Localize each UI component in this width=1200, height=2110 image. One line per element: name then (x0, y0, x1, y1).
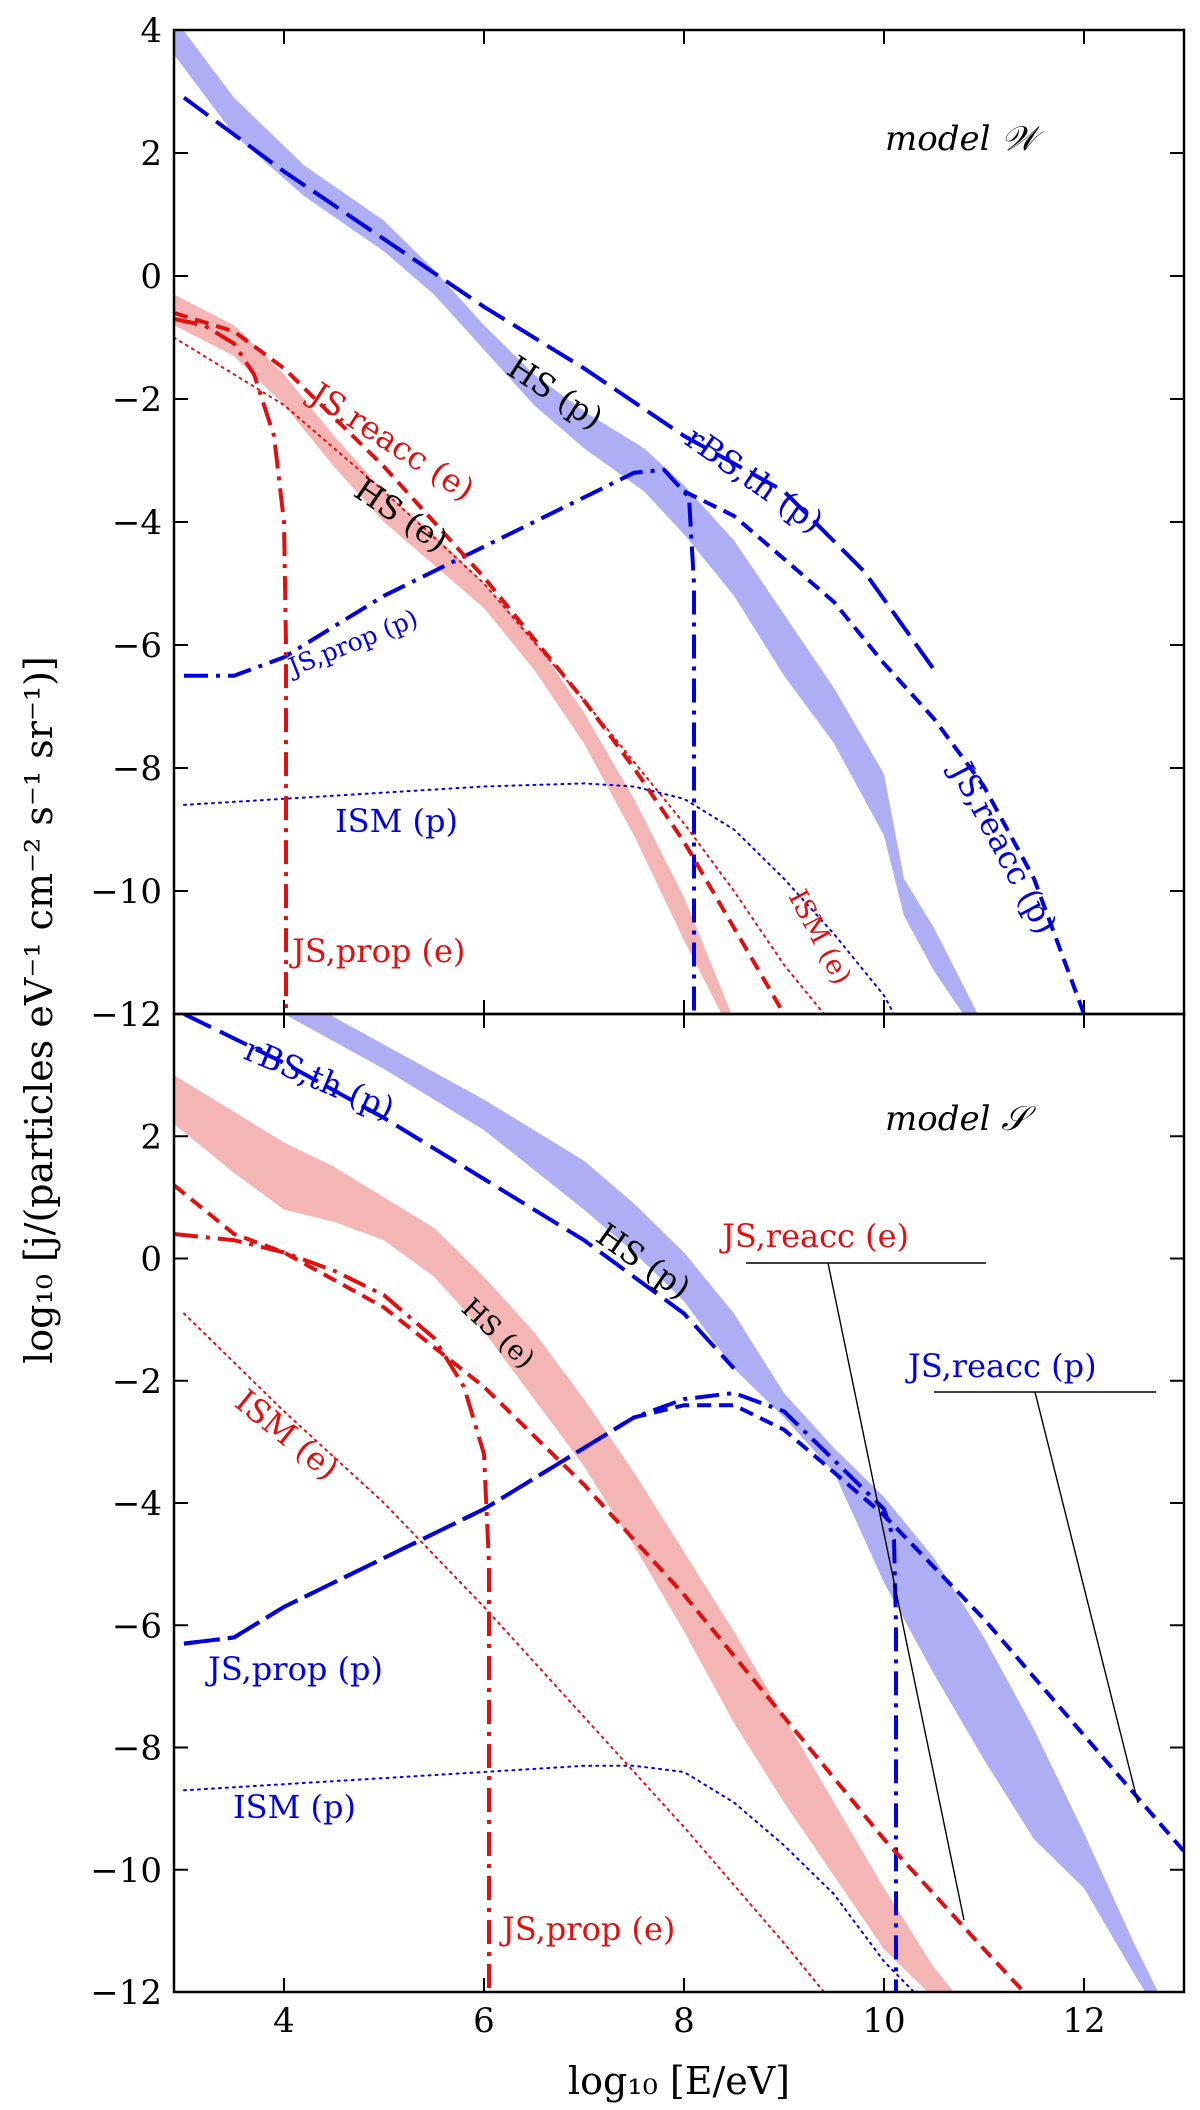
top-y-tick-label: −4 (112, 503, 162, 543)
bottom-label-ism-p: ISM (p) (233, 1788, 356, 1826)
bottom-y-tick-label: −4 (112, 1484, 162, 1524)
bottom-plot-area (174, 1014, 1184, 1992)
top-line-js-reacc-p (683, 489, 1086, 1014)
bottom-y-tick-label: −12 (90, 1973, 162, 2013)
bottom-panel: 20−2−4−6−8−10−12 4 6 8 10 12 model 𝒮 rBS,th … (90, 1012, 1186, 2041)
bottom-y-tick-label: 2 (140, 1117, 162, 1157)
top-band-hs-e (174, 294, 732, 1014)
top-y-tick-label: 0 (140, 257, 162, 297)
bottom-y-tick-label: −8 (112, 1729, 162, 1769)
bottom-band-hs-p (284, 1014, 1159, 1992)
top-y-tick-label: −8 (112, 749, 162, 789)
bottom-line-js-reacc-p (183, 1403, 1184, 1853)
top-panel: 420−2−4−6−8−10−12 model 𝒲 HS (p) rBS,th … (90, 11, 1186, 1035)
bottom-x-axis: 4 6 8 10 12 (273, 1014, 1106, 2041)
top-y-tick-label: −10 (90, 872, 162, 912)
bottom-label-js-reacc-p: JS,reacc (p) (905, 1347, 1097, 1385)
top-y-tick-label: −2 (112, 380, 162, 420)
top-y-tick-label: −12 (90, 995, 162, 1035)
bottom-line-js-prop-p (183, 1390, 898, 1992)
top-y-axis: 4 2 0 −2 −4 −6 −8 −10 −12 (90, 11, 1184, 1035)
bottom-x-tick-label: 8 (673, 2001, 695, 2041)
bottom-label-js-reacc-e: JS,reacc (e) (719, 1217, 909, 1255)
bottom-label-ism-e: ISM (e) (228, 1382, 346, 1488)
bottom-y-tick-label: −6 (112, 1606, 162, 1646)
bottom-label-js-prop-p: JS,prop (p) (205, 1650, 383, 1688)
bottom-js-reacc-p-pointer (1034, 1391, 1139, 1804)
bottom-y-tick-label: −2 (112, 1362, 162, 1402)
top-line-ism-e (174, 336, 825, 1014)
y-axis-label: log₁₀ [j/(particles eV⁻¹ cm⁻² s⁻¹ sr⁻¹)] (17, 656, 61, 1364)
top-label-js-reacc-p: JS,reacc (p) (942, 753, 1065, 940)
top-line-js-prop-p (184, 467, 696, 1014)
bottom-panel-frame (172, 1012, 1186, 1994)
bottom-band-hs-e (174, 1075, 955, 1992)
top-y-tick-label: 2 (140, 134, 162, 174)
bottom-x-tick-label: 12 (1062, 2001, 1105, 2041)
top-line-rbs-th-p (182, 95, 936, 671)
top-band-hs-p (174, 30, 978, 1014)
top-label-ism-p: ISM (p) (335, 802, 458, 840)
bottom-js-reacc-e-pointer (827, 1262, 965, 1921)
bottom-model-label: model 𝒮 (885, 1099, 1036, 1139)
top-line-js-prop-e (174, 317, 288, 1014)
top-line-ism-p (183, 782, 895, 1014)
top-plot-area (174, 30, 1086, 1014)
bottom-line-ism-p (183, 1764, 915, 1992)
top-line-js-reacc-e (174, 310, 786, 1014)
bottom-line-rbs-th-p (183, 1014, 736, 1370)
top-label-ism-e: ISM (e) (782, 885, 857, 990)
top-model-label: model 𝒲 (885, 119, 1044, 159)
bottom-line-ism-e (183, 1312, 825, 1992)
bottom-x-tick-label: 10 (862, 2001, 905, 2041)
top-y-tick-label: −6 (112, 626, 162, 666)
bottom-line-js-prop-e (174, 1232, 491, 1992)
bottom-y-tick-label: −10 (90, 1851, 162, 1891)
bottom-y-axis: 2 0 −2 −4 −6 −8 −10 −12 (90, 1117, 1184, 2013)
top-y-tick-label: 4 (140, 11, 162, 51)
bottom-x-tick-label: 4 (273, 2001, 295, 2041)
bottom-y-tick-label: 0 (140, 1240, 162, 1280)
bottom-line-js-reacc-e (174, 1183, 1026, 1992)
top-label-js-prop-e: JS,prop (e) (289, 932, 465, 970)
top-x-ticks (283, 30, 1085, 1014)
top-label-hs-p: HS (p) (501, 348, 610, 437)
x-axis-label: log₁₀ [E/eV] (568, 2059, 790, 2103)
bottom-label-js-prop-e: JS,prop (e) (499, 1910, 675, 1948)
bottom-x-tick-label: 6 (473, 2001, 495, 2041)
